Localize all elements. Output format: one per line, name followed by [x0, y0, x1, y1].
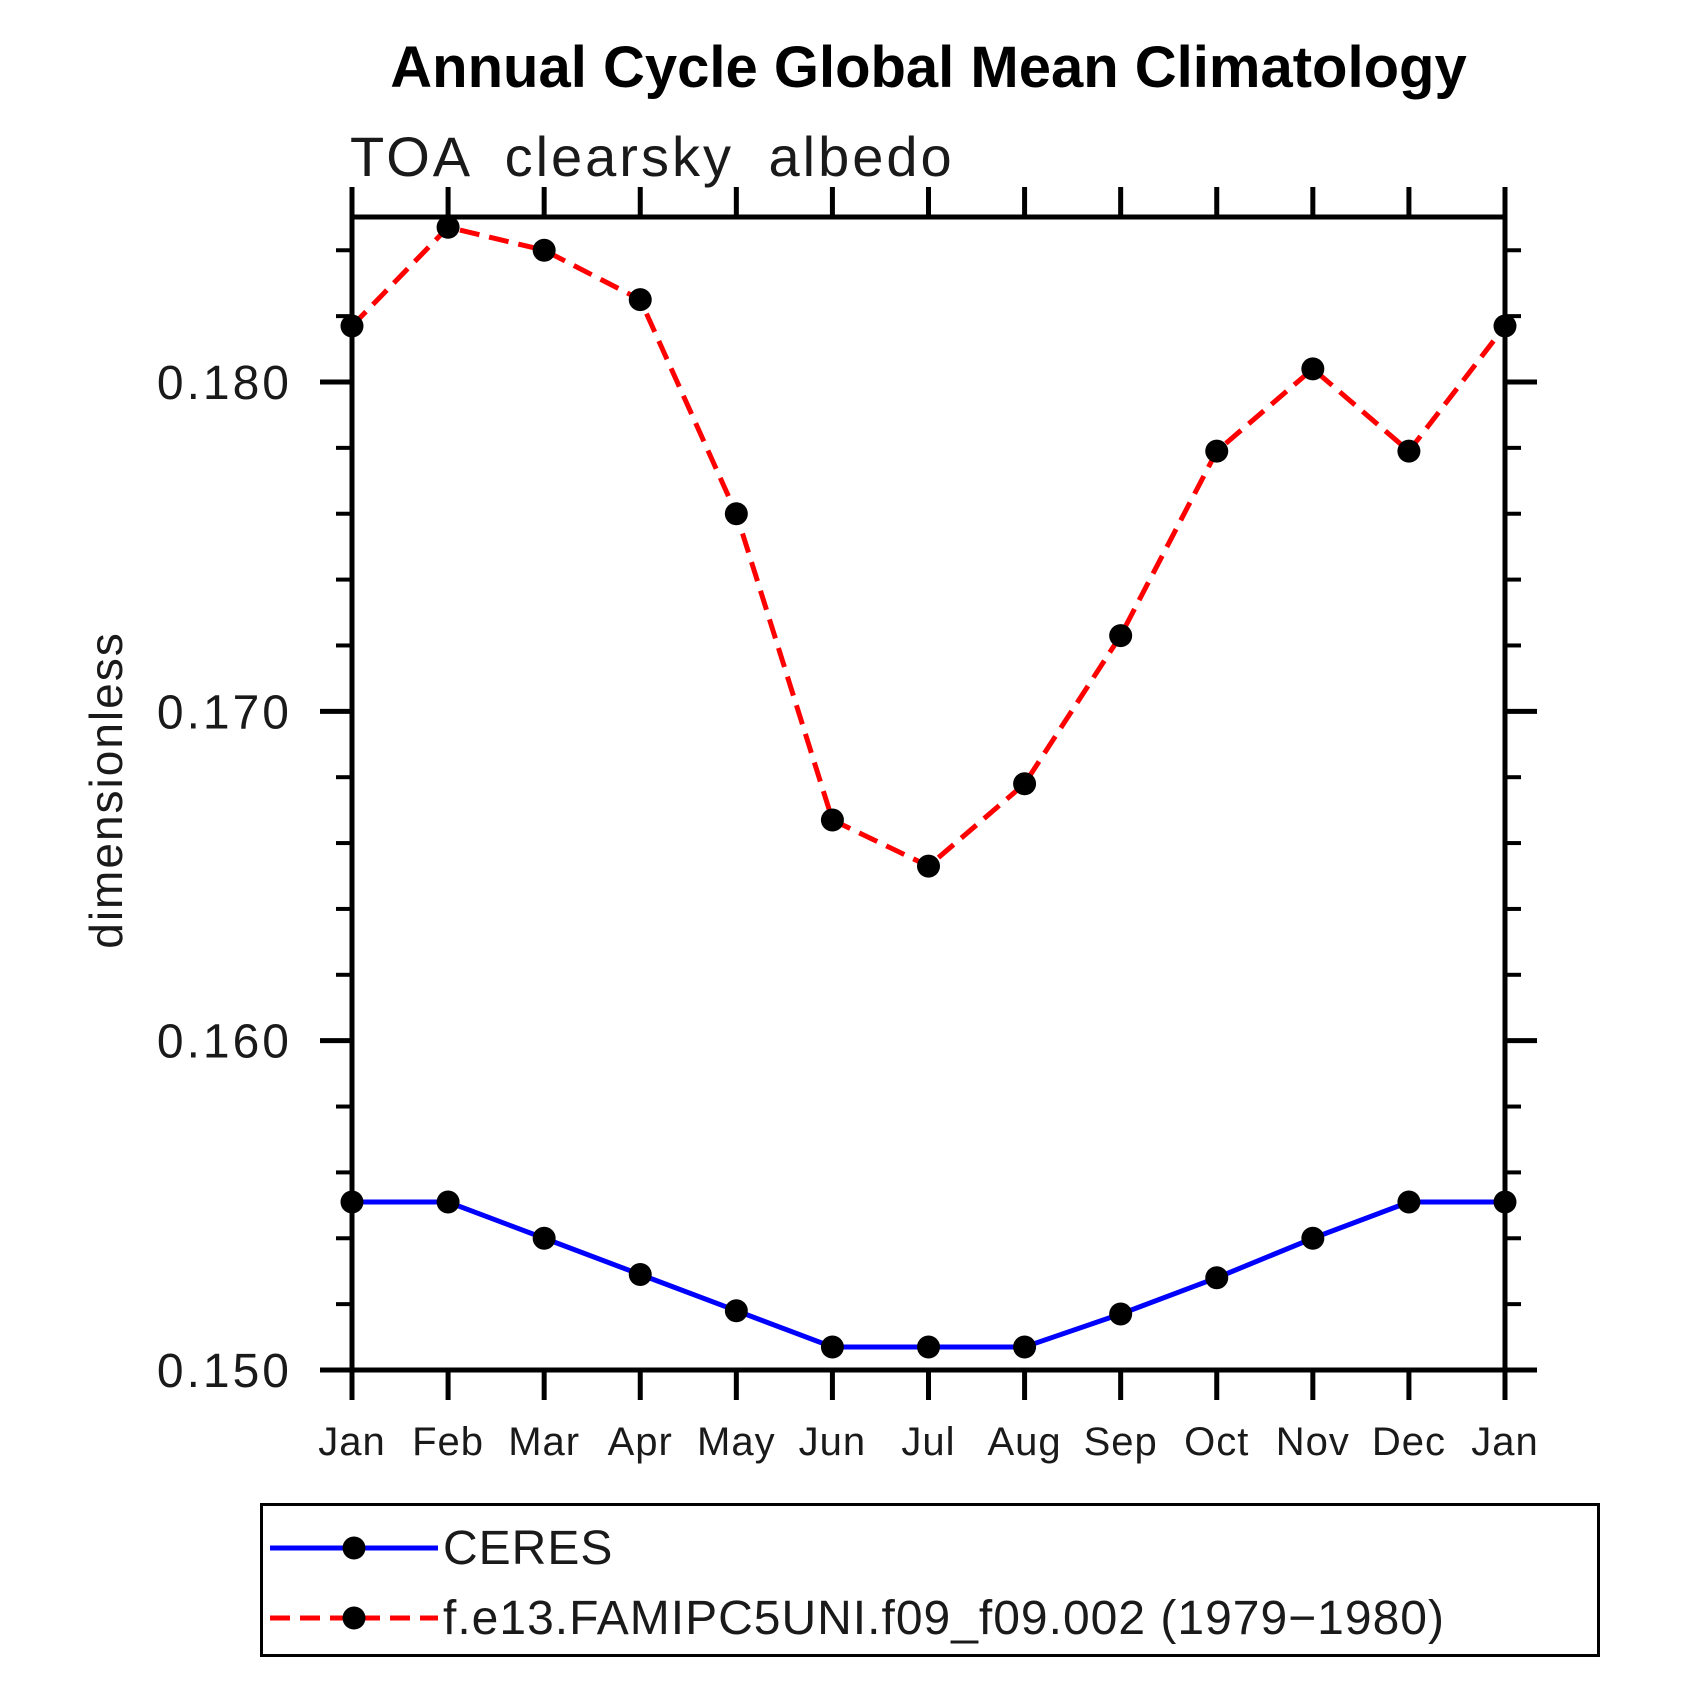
- y-tick-label: 0.180: [157, 357, 292, 410]
- x-tick-label: Apr: [608, 1420, 673, 1464]
- x-tick-label: Sep: [1084, 1420, 1158, 1464]
- y-tick-label: 0.150: [157, 1345, 292, 1398]
- data-point-ceres-Sep: [1109, 1302, 1133, 1326]
- data-point-model-Nov: [1301, 357, 1325, 381]
- data-point-model-May: [724, 502, 748, 526]
- data-point-model-Apr: [628, 288, 652, 312]
- data-point-ceres-Mar: [532, 1226, 556, 1250]
- data-point-ceres-Jan: [1493, 1190, 1517, 1214]
- data-point-ceres-Jan: [340, 1190, 364, 1214]
- data-point-model-Aug: [1013, 772, 1037, 796]
- data-point-model-Jun: [820, 808, 844, 832]
- y-tick-label: 0.170: [157, 686, 292, 739]
- chart-title: Annual Cycle Global Mean Climatology: [390, 35, 1467, 100]
- x-tick-label: Dec: [1372, 1420, 1446, 1464]
- data-point-ceres-Jul: [917, 1335, 940, 1359]
- chart-subtitle: TOA clearsky albedo: [350, 125, 955, 188]
- legend-swatch-dashed-line-icon: [270, 1606, 438, 1630]
- data-point-model-Mar: [532, 238, 556, 262]
- data-point-ceres-Jun: [820, 1335, 844, 1359]
- data-point-model-Feb: [436, 215, 460, 239]
- legend-item-ceres: CERES: [263, 1513, 1597, 1583]
- x-tick-label: Feb: [412, 1420, 484, 1464]
- legend-label-model: f.e13.FAMIPC5UNI.f09_f09.002 (1979−1980): [443, 1591, 1445, 1645]
- legend-item-model: f.e13.FAMIPC5UNI.f09_f09.002 (1979−1980): [263, 1583, 1597, 1653]
- data-point-model-Jan: [1493, 314, 1517, 338]
- data-point-model-Dec: [1397, 439, 1421, 463]
- y-tick-label: 0.160: [157, 1016, 292, 1069]
- data-point-ceres-Apr: [628, 1262, 652, 1286]
- x-tick-label: Jan: [318, 1420, 386, 1464]
- legend-label-ceres: CERES: [443, 1521, 614, 1575]
- x-tick-label: Aug: [987, 1420, 1061, 1464]
- data-point-ceres-Feb: [436, 1190, 460, 1214]
- x-tick-label: May: [697, 1420, 776, 1464]
- x-tick-label: Mar: [508, 1420, 580, 1464]
- x-tick-label: Oct: [1184, 1420, 1249, 1464]
- data-point-model-Jul: [917, 854, 940, 878]
- series-line-ceres: [352, 1199, 1505, 1350]
- data-point-ceres-Oct: [1205, 1266, 1229, 1290]
- data-point-model-Oct: [1205, 439, 1229, 463]
- data-point-model-Jan: [340, 314, 364, 338]
- data-point-ceres-Nov: [1301, 1226, 1325, 1250]
- plot-frame: [349, 214, 1508, 1373]
- x-tick-label: Jul: [901, 1420, 955, 1464]
- x-tick-label: Nov: [1276, 1420, 1350, 1464]
- data-point-ceres-Aug: [1013, 1335, 1037, 1359]
- data-point-ceres-Dec: [1397, 1190, 1421, 1214]
- x-tick-label: Jan: [1471, 1420, 1539, 1464]
- data-point-ceres-May: [724, 1299, 748, 1323]
- legend-swatch-solid-line-icon: [270, 1536, 438, 1560]
- x-tick-label: Jun: [799, 1420, 867, 1464]
- data-point-model-Sep: [1109, 624, 1133, 648]
- series-line-model: [350, 224, 1507, 869]
- legend-box: CERES f.e13.FAMIPC5UNI.f09_f09.002 (1979…: [260, 1503, 1600, 1657]
